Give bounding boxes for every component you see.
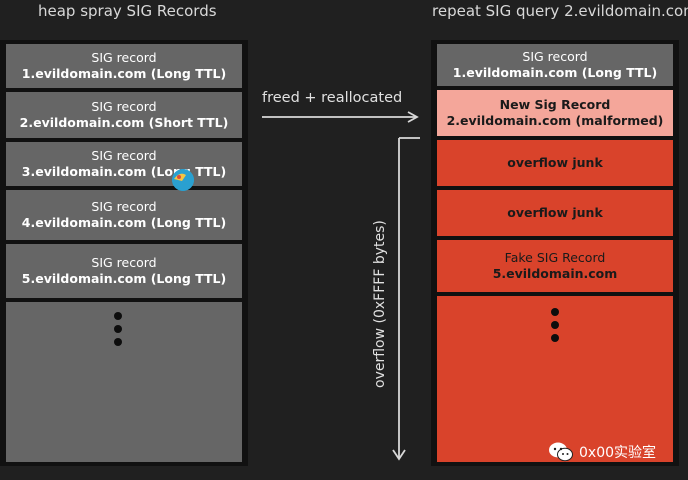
- left-remaining-records: [6, 302, 242, 462]
- right-record-new-sig: New Sig Record 2.evildomain.com (malform…: [437, 90, 673, 136]
- right-column-title: repeat SIG query 2.evildomain.com: [432, 2, 688, 20]
- left-record-3: SIG record 3.evildomain.com (Long TTL): [6, 142, 242, 186]
- record-domain-label: 2.evildomain.com (malformed): [446, 113, 664, 128]
- record-domain-label: 5.evildomain.com (Long TTL): [21, 271, 227, 286]
- record-domain-label: 1.evildomain.com (Long TTL): [452, 65, 658, 80]
- dot: [551, 321, 559, 329]
- right-fake-sig-record: Fake SIG Record 5.evildomain.com: [437, 240, 673, 292]
- record-domain-label: 2.evildomain.com (Short TTL): [19, 115, 229, 130]
- right-ellipsis-dots: [551, 308, 559, 342]
- record-domain-label: 4.evildomain.com (Long TTL): [21, 215, 227, 230]
- dot: [551, 334, 559, 342]
- overflow-junk-label: overflow junk: [507, 155, 603, 170]
- record-type-label: SIG record: [91, 255, 157, 270]
- record-type-label: New Sig Record: [499, 97, 611, 112]
- watermark-text: 0x00实验室: [579, 445, 657, 461]
- record-type-label: SIG record: [522, 49, 588, 64]
- left-column-frame: SIG record 1.evildomain.com (Long TTL) S…: [0, 40, 248, 466]
- left-column-title: heap spray SIG Records: [38, 2, 217, 20]
- dot: [114, 325, 122, 333]
- record-type-label: Fake SIG Record: [504, 250, 606, 265]
- record-domain-label: 5.evildomain.com: [492, 266, 618, 281]
- wechat-icon: [549, 442, 573, 462]
- right-column-frame: SIG record 1.evildomain.com (Long TTL) N…: [431, 40, 679, 466]
- record-domain-label: 1.evildomain.com (Long TTL): [21, 66, 227, 81]
- cursor-icon: [172, 169, 194, 191]
- dot: [551, 308, 559, 316]
- left-record-5: SIG record 5.evildomain.com (Long TTL): [6, 244, 242, 298]
- record-type-label: SIG record: [91, 148, 157, 163]
- record-type-label: SIG record: [91, 50, 157, 65]
- left-record-2: SIG record 2.evildomain.com (Short TTL): [6, 92, 242, 138]
- watermark: 0x00实验室: [548, 441, 656, 463]
- left-ellipsis-dots: [114, 312, 122, 346]
- cursor-graphic: [172, 169, 194, 191]
- freed-reallocated-arrow: [262, 111, 419, 123]
- record-type-label: SIG record: [91, 99, 157, 114]
- overflow-arrow: [392, 137, 420, 461]
- right-overflow-junk-1: overflow junk: [437, 140, 673, 186]
- overflow-junk-label: overflow junk: [507, 205, 603, 220]
- right-overflow-junk-2: overflow junk: [437, 190, 673, 236]
- right-record-1: SIG record 1.evildomain.com (Long TTL): [437, 44, 673, 86]
- freed-reallocated-label: freed + reallocated: [262, 90, 403, 106]
- dot: [114, 312, 122, 320]
- left-record-1: SIG record 1.evildomain.com (Long TTL): [6, 44, 242, 88]
- dot: [114, 338, 122, 346]
- left-record-4: SIG record 4.evildomain.com (Long TTL): [6, 190, 242, 240]
- record-type-label: SIG record: [91, 199, 157, 214]
- overflow-size-label: overflow (0xFFFF bytes): [372, 220, 388, 388]
- record-domain-label: 3.evildomain.com (Long TTL): [21, 164, 227, 179]
